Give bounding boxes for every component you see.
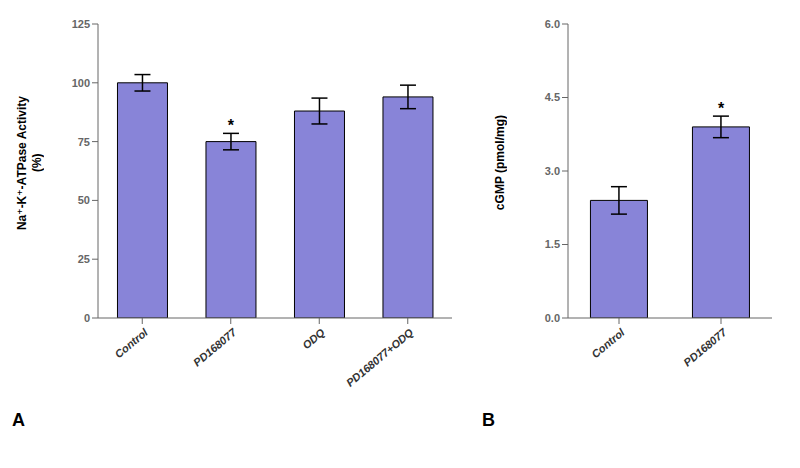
svg-text:25: 25 — [78, 253, 90, 265]
svg-text:PD168077: PD168077 — [681, 325, 729, 368]
svg-text:ODQ: ODQ — [300, 326, 327, 352]
svg-text:1.5: 1.5 — [545, 238, 560, 250]
svg-text:Control: Control — [589, 325, 627, 360]
svg-text:3.0: 3.0 — [545, 165, 560, 177]
html-text:cGMP (pmol/mg): cGMP (pmol/mg) — [492, 115, 507, 211]
html-text:Na⁺-K⁺-ATPase Activity (%): Na⁺-K⁺-ATPase Activity (%) — [15, 96, 44, 230]
svg-text:75: 75 — [78, 136, 90, 148]
svg-text:0: 0 — [84, 312, 90, 324]
svg-text:125: 125 — [72, 18, 90, 30]
svg-text:6.0: 6.0 — [545, 18, 560, 30]
svg-text:50: 50 — [78, 194, 90, 206]
svg-text:Control: Control — [112, 325, 150, 360]
svg-text:PD168077: PD168077 — [191, 325, 239, 368]
svg-text:100: 100 — [72, 77, 90, 89]
svg-text:*: * — [718, 100, 725, 117]
svg-text:4.5: 4.5 — [545, 91, 560, 103]
svg-text:*: * — [228, 117, 235, 134]
svg-text:0.0: 0.0 — [545, 312, 560, 324]
html-text:B: B — [482, 410, 495, 430]
html-text:A: A — [12, 410, 25, 430]
svg-text:PD168077+ODQ: PD168077+ODQ — [344, 326, 416, 389]
